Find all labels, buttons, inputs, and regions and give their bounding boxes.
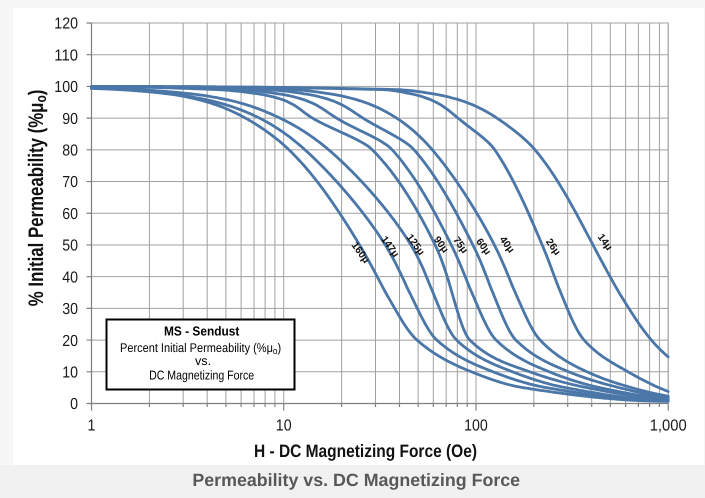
svg-text:0: 0	[70, 396, 78, 413]
svg-text:vs.: vs.	[195, 354, 211, 368]
svg-text:90: 90	[62, 111, 78, 128]
svg-text:1: 1	[88, 417, 96, 434]
svg-text:120: 120	[54, 16, 78, 33]
svg-text:40: 40	[62, 269, 78, 286]
svg-text:DC Magnetizing Force: DC Magnetizing Force	[149, 368, 254, 383]
svg-text:100: 100	[464, 417, 488, 434]
svg-text:60: 60	[62, 206, 78, 223]
svg-text:10: 10	[62, 365, 78, 382]
svg-text:Permeability vs. DC Magnetizin: Permeability vs. DC Magnetizing Force	[192, 470, 520, 490]
svg-text:H - DC Magnetizing Force (Oe): H - DC Magnetizing Force (Oe)	[254, 441, 477, 461]
svg-text:MS - Sendust: MS - Sendust	[164, 323, 240, 338]
svg-text:1,000: 1,000	[650, 417, 687, 434]
svg-text:70: 70	[62, 174, 78, 191]
svg-text:50: 50	[62, 238, 78, 255]
svg-text:% Initial Permeability (%μo): % Initial Permeability (%μo)	[25, 90, 50, 307]
svg-text:10: 10	[276, 417, 292, 434]
svg-text:80: 80	[62, 143, 78, 160]
svg-text:30: 30	[62, 301, 78, 318]
svg-text:100: 100	[54, 79, 78, 96]
svg-text:110: 110	[54, 47, 78, 64]
svg-text:Percent Initial Permeability (: Percent Initial Permeability (%μo)	[120, 341, 281, 357]
svg-text:20: 20	[62, 333, 78, 350]
